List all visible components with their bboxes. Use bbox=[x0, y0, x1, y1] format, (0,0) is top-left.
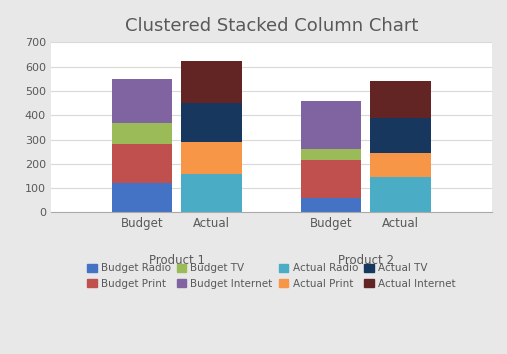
Bar bbox=[301, 149, 361, 160]
Text: Product 1: Product 1 bbox=[149, 254, 205, 267]
Bar bbox=[301, 198, 361, 212]
Bar bbox=[370, 118, 431, 153]
Bar bbox=[370, 177, 431, 212]
Text: Product 2: Product 2 bbox=[338, 254, 394, 267]
Bar bbox=[112, 79, 172, 122]
Bar bbox=[181, 142, 242, 173]
Bar bbox=[370, 153, 431, 177]
Bar bbox=[181, 61, 242, 103]
Bar bbox=[181, 173, 242, 212]
Bar bbox=[112, 183, 172, 212]
Bar bbox=[112, 122, 172, 144]
Legend: Budget Radio, Budget Print, Budget TV, Budget Internet, Actual Radio, Actual Pri: Budget Radio, Budget Print, Budget TV, B… bbox=[87, 263, 455, 289]
Title: Clustered Stacked Column Chart: Clustered Stacked Column Chart bbox=[125, 17, 418, 35]
Bar bbox=[370, 81, 431, 118]
Bar bbox=[112, 144, 172, 183]
Bar bbox=[301, 101, 361, 149]
Bar bbox=[301, 160, 361, 198]
Bar bbox=[181, 103, 242, 142]
